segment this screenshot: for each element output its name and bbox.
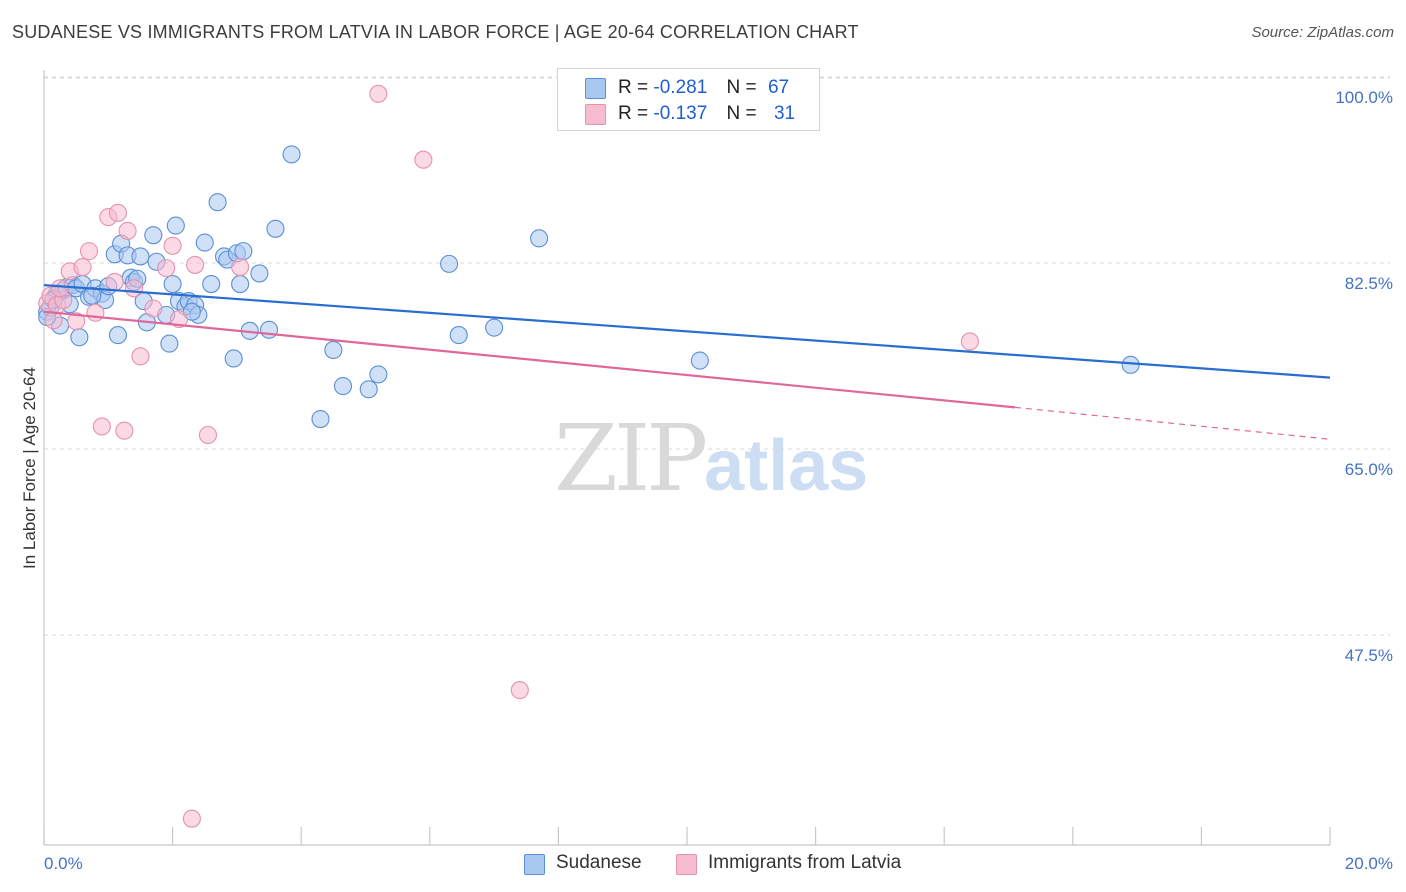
watermark-zip: ZIP — [554, 405, 708, 512]
bottom-legend-label-latvia: Immigrants from Latvia — [708, 852, 902, 873]
latvia-point — [198, 425, 218, 445]
legend-r-value: -0.281 — [653, 77, 708, 98]
latvia-point — [124, 279, 144, 298]
latvia-point — [231, 258, 250, 277]
sudanese-point — [250, 264, 269, 283]
bottom-legend-swatch-sudanese — [524, 854, 545, 875]
legend-n-value: 67 — [767, 77, 790, 98]
latvia-point — [115, 421, 134, 440]
legend-r-label: R = — [618, 77, 649, 98]
sudanese-point — [83, 286, 102, 305]
latvia-point — [86, 303, 105, 322]
sudanese-point — [266, 219, 285, 238]
x-tick-label: 0.0% — [44, 854, 83, 873]
sudanese-point — [231, 275, 250, 294]
sudanese-point — [440, 254, 459, 273]
latvia-point — [186, 255, 205, 274]
latvia-point — [73, 258, 92, 277]
sudanese-point — [282, 145, 301, 164]
legend-n-label: N = — [726, 103, 757, 124]
bottom-legend-swatch-latvia — [676, 854, 697, 875]
sudanese-point — [108, 326, 127, 345]
sudanese-point — [1121, 355, 1140, 374]
sudanese-point — [259, 320, 279, 339]
sudanese-point — [311, 409, 330, 429]
latvia-point — [131, 347, 150, 366]
sudanese-point — [70, 328, 89, 347]
latvia-point — [92, 417, 111, 436]
latvia-point — [182, 809, 201, 828]
sudanese-point — [160, 334, 179, 353]
latvia-point — [105, 272, 124, 291]
legend-swatch-latvia — [585, 104, 606, 125]
latvia-point — [157, 259, 176, 278]
latvia-trend-line — [43, 310, 1016, 409]
sudanese-point — [530, 229, 549, 248]
chart-source: Source: ZipAtlas.com — [1251, 24, 1394, 41]
sudanese-point — [359, 380, 378, 399]
sudanese-point — [234, 242, 253, 261]
y-tick-label: 82.5% — [1345, 274, 1393, 293]
y-tick-label: 100.0% — [1335, 88, 1393, 107]
legend-row-sudanese: R = -0.281 N = 67 — [585, 77, 790, 99]
sudanese-trend-line — [43, 284, 1331, 379]
latvia-point — [169, 310, 189, 329]
legend-n-value: 31 — [773, 103, 796, 124]
sudanese-point — [202, 275, 221, 294]
sudanese-point — [131, 247, 150, 266]
latvia-point — [510, 681, 529, 700]
latvia-point — [51, 279, 70, 298]
sudanese-point — [369, 365, 388, 384]
sudanese-point — [144, 226, 163, 245]
legend-row-latvia: R = -0.137 N = 31 — [585, 103, 796, 125]
latvia-point — [960, 332, 979, 351]
sudanese-point — [224, 349, 243, 368]
watermark-atlas: atlas — [704, 426, 869, 506]
legend-swatch-sudanese — [585, 78, 606, 99]
legend-n-label: N = — [726, 77, 757, 98]
latvia-point — [369, 84, 388, 103]
sudanese-point — [690, 351, 709, 370]
y-tick-label: 65.0% — [1345, 460, 1393, 479]
bottom-legend-sudanese: Sudanese — [524, 852, 642, 875]
sudanese-point — [324, 340, 343, 360]
latvia-point — [118, 221, 137, 240]
bottom-legend-latvia: Immigrants from Latvia — [676, 852, 902, 875]
latvia-point — [108, 203, 127, 222]
sudanese-point — [208, 193, 227, 212]
latvia-point — [67, 312, 86, 331]
legend-r-label: R = — [618, 103, 649, 124]
legend: R = -0.281 N = 67 R = -0.137 N = 31 — [557, 68, 820, 131]
watermark: ZIPatlas — [554, 405, 868, 512]
sudanese-point — [163, 275, 182, 294]
sudanese-point — [333, 377, 353, 396]
bottom-legend-label-sudanese: Sudanese — [556, 852, 642, 873]
latvia-point — [163, 236, 182, 255]
legend-r-value: -0.137 — [653, 103, 708, 124]
latvia-trend-extension — [1014, 406, 1331, 440]
x-tick-label: 20.0% — [1345, 854, 1393, 873]
latvia-point — [144, 299, 163, 318]
latvia-point — [414, 150, 433, 169]
sudanese-point — [166, 216, 185, 235]
sudanese-point — [195, 233, 214, 252]
chart-title: SUDANESE VS IMMIGRANTS FROM LATVIA IN LA… — [12, 22, 859, 42]
sudanese-point — [485, 318, 504, 337]
y-tick-label: 47.5% — [1345, 646, 1393, 665]
latvia-point — [79, 242, 99, 261]
sudanese-point — [449, 326, 468, 345]
bottom-legend: Sudanese Immigrants from Latvia — [0, 852, 1406, 876]
